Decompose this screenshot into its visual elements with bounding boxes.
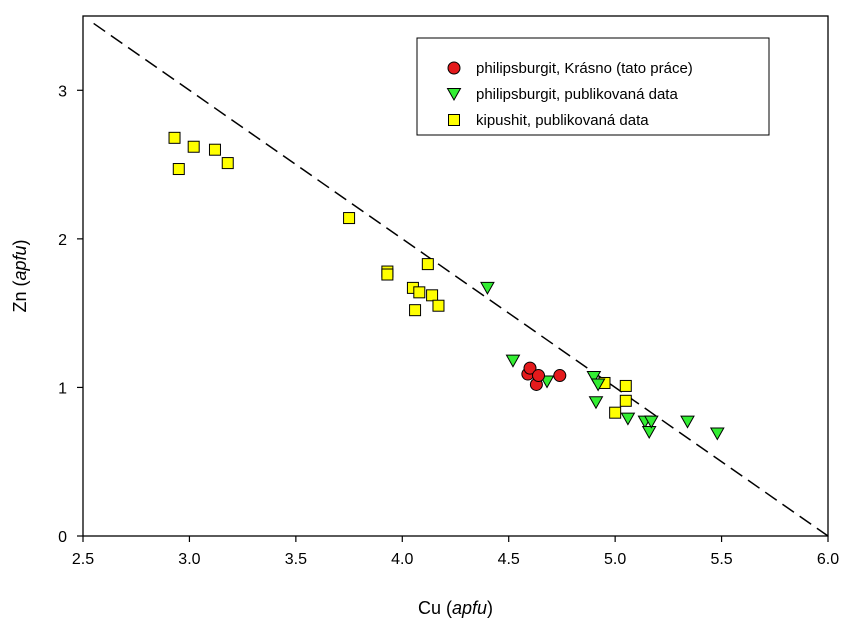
data-point-triangle-down (588, 396, 604, 410)
legend-label: philipsburgit, publikovaná data (476, 86, 678, 103)
legend-marker-circle (447, 61, 461, 75)
data-point-square (421, 258, 434, 271)
y-axis-title-end: ) (10, 239, 30, 245)
x-axis-title-main: Cu ( (418, 598, 452, 618)
plot-frame (82, 15, 829, 537)
data-point-square (619, 379, 632, 392)
data-point-square (172, 163, 185, 176)
x-tick-label: 4.0 (391, 551, 413, 568)
data-point-square (619, 394, 632, 407)
data-point-triangle-down (480, 281, 495, 295)
data-point-circle (532, 369, 546, 383)
data-point-triangle-down (590, 378, 606, 392)
data-point-square (409, 304, 422, 317)
data-points-group (168, 131, 725, 441)
data-point-square (432, 299, 445, 312)
x-axis-ticks: 2.5 3.0 3.5 4.0 4.5 5.0 5.5 6.0 (72, 536, 839, 568)
data-point-square (343, 212, 356, 225)
x-tick-label: 6.0 (817, 551, 839, 568)
data-point-square (168, 131, 181, 144)
y-axis-ticks: 0 1 2 3 (58, 83, 83, 546)
data-point-triangle-down (709, 427, 725, 441)
data-point-triangle-down (505, 354, 521, 368)
legend: philipsburgit, Krásno (tato práce) philip… (416, 37, 770, 136)
legend-entries: philipsburgit, Krásno (tato práce) philip… (446, 60, 693, 129)
data-point-circle (553, 369, 567, 383)
x-tick-label: 5.0 (604, 551, 626, 568)
x-axis-title: Cu (apfu) (418, 598, 493, 618)
legend-box (416, 37, 770, 136)
x-tick-label: 3.0 (178, 551, 200, 568)
data-point-circle (523, 361, 537, 375)
x-tick-label: 5.5 (710, 551, 732, 568)
data-point-triangle-down (641, 426, 657, 440)
data-point-square (221, 157, 234, 170)
reference-dashed-line (93, 22, 829, 537)
legend-marker-square (448, 114, 460, 126)
y-axis-title-unit: apfu (10, 245, 30, 280)
x-axis-title-unit: apfu (452, 598, 487, 618)
data-point-triangle-down (586, 371, 602, 385)
x-axis-title-end: ) (487, 598, 493, 618)
y-tick-label: 1 (58, 380, 67, 397)
data-point-square (413, 286, 426, 299)
data-point-square (426, 289, 439, 302)
x-tick-label: 2.5 (72, 551, 94, 568)
data-point-square (187, 140, 200, 153)
data-point-triangle-down (620, 412, 636, 426)
y-tick-label: 0 (58, 529, 67, 546)
data-point-triangle-down (680, 415, 695, 429)
reference-line-group (93, 22, 829, 537)
legend-label: kipushit, publikovaná data (476, 112, 649, 129)
x-tick-label: 4.5 (498, 551, 520, 568)
x-tick-label: 3.5 (285, 551, 307, 568)
data-point-square (609, 406, 622, 419)
data-point-triangle-down (643, 415, 659, 429)
y-axis-title-main: Zn ( (10, 281, 30, 313)
y-axis-title: Zn (apfu) (10, 239, 30, 312)
y-tick-label: 2 (58, 232, 67, 249)
legend-marker-triangle-down (446, 88, 462, 102)
data-point-square (208, 143, 221, 156)
data-point-square (381, 268, 394, 281)
legend-label: philipsburgit, Krásno (tato práce) (476, 60, 693, 77)
y-tick-label: 3 (58, 83, 67, 100)
